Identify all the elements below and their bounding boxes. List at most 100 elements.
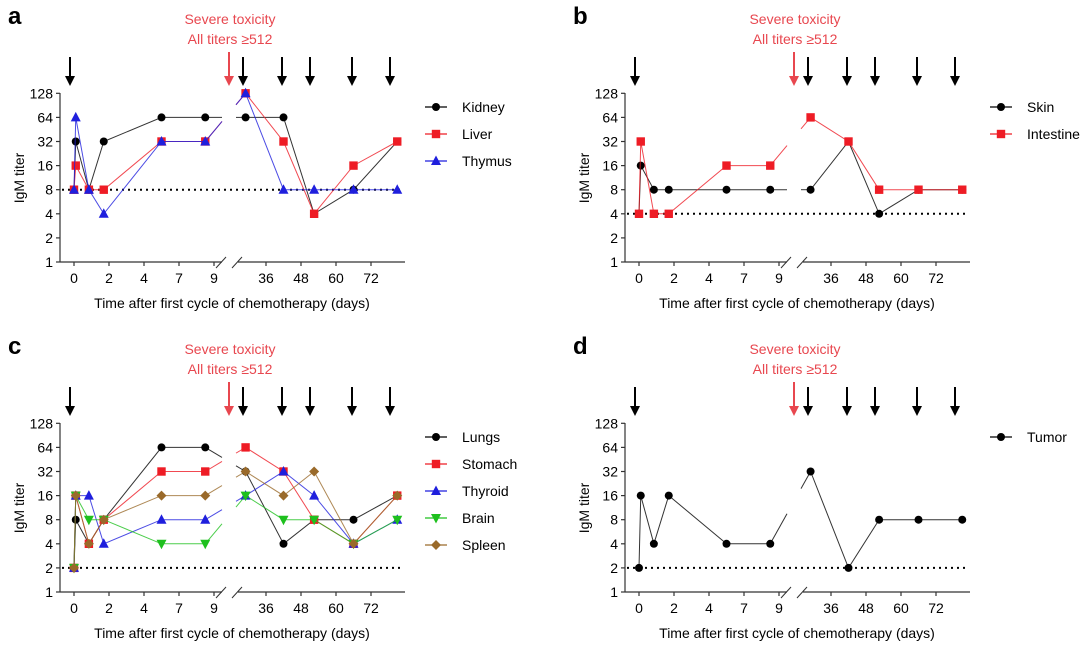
legend-item: Intestine	[990, 126, 1080, 142]
x-tick-label: 4	[705, 600, 713, 616]
chemo-arrow-head	[630, 76, 640, 86]
x-tick-label: 36	[823, 600, 839, 616]
legend-item: Lungs	[425, 429, 500, 445]
y-tick-label: 4	[610, 206, 618, 222]
chemo-arrow-head	[277, 76, 287, 86]
chemo-arrow-head	[842, 406, 852, 416]
chemo-arrow	[238, 387, 248, 416]
data-point	[348, 184, 359, 194]
data-point	[393, 137, 402, 146]
data-point	[392, 515, 403, 526]
data-point	[309, 466, 320, 477]
legend-item: Skin	[990, 99, 1054, 115]
data-point	[392, 490, 403, 501]
chemo-arrow	[277, 387, 287, 416]
chemo-arrow-head	[347, 406, 357, 416]
y-tick-label: 16	[602, 158, 618, 174]
axis-break-mark	[231, 256, 243, 269]
chemo-arrow-head	[630, 406, 640, 416]
x-tick-label: 60	[893, 600, 909, 616]
series-line	[810, 140, 963, 215]
legend-label: Lungs	[462, 429, 500, 445]
y-tick-label: 128	[30, 85, 54, 101]
legend-marker	[431, 459, 441, 469]
data-point	[98, 538, 109, 548]
series-line	[245, 92, 398, 215]
data-point	[766, 185, 775, 194]
series-skin	[635, 137, 967, 218]
data-point	[636, 137, 645, 146]
chemo-arrow	[870, 57, 880, 86]
toxicity-annotation-line2: All titers ≥512	[753, 361, 838, 377]
data-point	[98, 514, 109, 525]
data-point	[156, 514, 167, 524]
y-tick-label: 16	[602, 488, 618, 504]
x-tick-label: 72	[363, 270, 379, 286]
toxicity-arrow-head	[224, 406, 234, 416]
series-line	[73, 141, 206, 191]
legend-marker	[432, 433, 440, 441]
x-tick-label: 60	[893, 270, 909, 286]
y-tick-label: 4	[45, 536, 53, 552]
x-tick-label: 9	[775, 270, 783, 286]
chemo-arrow	[912, 387, 922, 416]
legend-marker	[431, 155, 441, 165]
data-point	[278, 490, 289, 501]
axis-break-mark	[215, 586, 227, 599]
legend-label: Brain	[462, 510, 495, 526]
y-tick-label: 16	[37, 158, 53, 174]
panel-letter: d	[573, 333, 588, 360]
data-point	[309, 490, 320, 500]
chemo-arrow	[65, 387, 75, 416]
data-point	[874, 185, 884, 194]
toxicity-annotation-line1: Severe toxicity	[184, 341, 275, 357]
series-line	[73, 116, 206, 192]
series-line	[810, 471, 963, 569]
legend-item: Kidney	[425, 99, 505, 115]
series-line	[245, 93, 398, 191]
toxicity-arrow	[789, 382, 799, 416]
legend-marker	[997, 103, 1005, 111]
x-axis-title: Time after first cycle of chemotherapy (…	[659, 625, 935, 641]
toxicity-annotation-line1: Severe toxicity	[749, 341, 840, 357]
data-point	[349, 161, 358, 170]
chemo-arrow-head	[385, 406, 395, 416]
x-tick-label: 36	[258, 270, 274, 286]
legend-marker	[431, 129, 441, 139]
y-tick-label: 64	[602, 439, 618, 455]
chemo-arrow	[870, 387, 880, 416]
legend-item: Stomach	[425, 456, 517, 472]
data-point	[349, 515, 358, 524]
data-point	[844, 137, 853, 146]
toxicity-arrow-head	[789, 76, 799, 86]
data-point	[201, 113, 210, 122]
series-line	[73, 495, 206, 568]
data-point	[278, 466, 289, 476]
toxicity-annotation-line2: All titers ≥512	[753, 31, 838, 47]
axis-break-mark	[796, 256, 808, 269]
series-thymus	[69, 87, 403, 218]
data-point	[649, 539, 658, 548]
x-tick-label: 7	[740, 600, 748, 616]
chemo-arrow	[347, 387, 357, 416]
data-point	[766, 539, 775, 548]
legend-label: Intestine	[1027, 126, 1080, 142]
data-point	[278, 184, 289, 194]
data-point	[156, 539, 167, 550]
legend-label: Thymus	[462, 153, 512, 169]
chemo-arrow-head	[870, 406, 880, 416]
legend-marker	[996, 129, 1006, 139]
chemo-arrow	[630, 387, 640, 416]
panel-letter: a	[8, 3, 22, 30]
x-tick-label: 48	[293, 270, 309, 286]
data-point	[156, 490, 167, 501]
data-point	[157, 467, 166, 476]
toxicity-arrow	[224, 52, 234, 86]
series-line-stub	[769, 513, 788, 545]
data-point	[70, 111, 81, 122]
y-tick-label: 64	[602, 109, 618, 125]
y-tick-label: 2	[610, 230, 618, 246]
series-brain	[69, 491, 403, 574]
x-axis-title: Time after first cycle of chemotherapy (…	[94, 295, 370, 311]
